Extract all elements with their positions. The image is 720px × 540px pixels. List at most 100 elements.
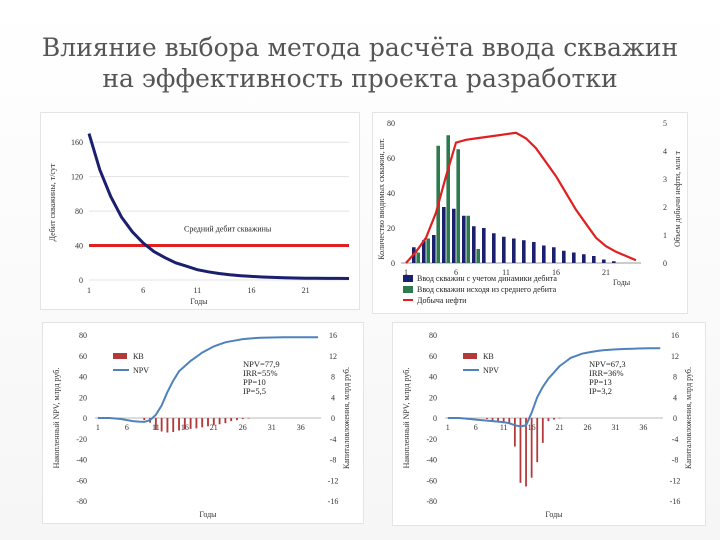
kv-bar xyxy=(212,418,215,426)
slide-title-line-1: Влияние выбора метода расчёта ввода сква… xyxy=(41,33,679,62)
bar-dynamic-rate xyxy=(582,254,586,263)
kv-bar xyxy=(241,418,244,420)
y-right-axis-label: Объем добычи нефти, млн т xyxy=(673,151,682,247)
y-left-tick-label: 80 xyxy=(387,119,395,128)
bar-dynamic-rate xyxy=(432,235,436,263)
y-right-tick-label: 8 xyxy=(673,373,677,382)
y-left-tick-label: 40 xyxy=(429,373,437,382)
y-left-tick-label: 40 xyxy=(79,373,87,382)
bar-dynamic-rate xyxy=(532,242,536,263)
y-right-tick-label: -4 xyxy=(330,435,337,444)
y-right-tick-label: 1 xyxy=(663,231,667,240)
kv-bar xyxy=(547,418,550,422)
y-left-tick-label: 0 xyxy=(433,414,437,423)
bar-dynamic-rate xyxy=(602,259,606,263)
kv-bar xyxy=(508,418,511,425)
legend-swatch-kv xyxy=(113,353,127,359)
y-left-tick-label: 40 xyxy=(387,189,395,198)
y-right-tick-label: 4 xyxy=(663,147,667,156)
x-tick-label: 21 xyxy=(556,423,564,432)
y-right-tick-label: -4 xyxy=(672,435,679,444)
kv-bar xyxy=(236,418,238,421)
y-left-tick-label: 60 xyxy=(429,352,437,361)
metric-annotation: IRR=36% xyxy=(589,368,624,378)
legend-swatch-kv xyxy=(463,353,477,359)
x-tick-label: 36 xyxy=(639,423,647,432)
y-right-tick-label: -16 xyxy=(670,497,681,506)
y-left-axis-label: Накопленный NPV, млрд руб. xyxy=(52,368,61,469)
econ-b-chart-panel: -80 -60 -40 -20 0 20 40 60 80 -16 -12 -8 -4 0 4 8 12 16 1 6… xyxy=(392,322,706,526)
kv-bar xyxy=(502,418,505,424)
y-left-tick-label: 20 xyxy=(79,393,87,402)
y-right-tick-label: -12 xyxy=(328,476,339,485)
x-tick-label: 1 xyxy=(404,268,408,277)
y-right-tick-label: -8 xyxy=(330,456,337,465)
x-tick-label: 21 xyxy=(602,268,610,277)
bar-dynamic-rate xyxy=(562,250,566,263)
kv-bar xyxy=(491,418,494,421)
y-right-tick-label: 8 xyxy=(331,373,335,382)
kv-bar xyxy=(486,418,488,420)
bar-dynamic-rate xyxy=(502,236,506,263)
x-axis-label: Годы xyxy=(545,510,563,519)
legend-label-kv: КВ xyxy=(483,352,494,361)
legend-swatch-average xyxy=(403,286,413,293)
x-tick-label: 1 xyxy=(87,286,91,295)
y-left-axis-label: Количество вводимых скважин, шт. xyxy=(377,138,386,260)
metric-annotation: PP=13 xyxy=(589,377,612,387)
x-axis-label: Годы xyxy=(613,278,631,287)
kv-bar xyxy=(536,418,539,463)
bar-dynamic-rate xyxy=(572,252,576,263)
y-right-axis-label: Капиталовложения, млрд руб. xyxy=(684,367,693,469)
y-tick-label: 80 xyxy=(75,207,83,216)
bar-dynamic-rate xyxy=(552,247,556,263)
kv-bar xyxy=(143,418,146,421)
kv-bar xyxy=(497,418,499,422)
y-left-tick-label: -60 xyxy=(76,476,87,485)
kv-bar xyxy=(160,418,163,432)
x-tick-label: 6 xyxy=(474,423,478,432)
production-line xyxy=(405,131,637,264)
kv-bar xyxy=(195,418,198,429)
npv-line xyxy=(97,336,319,423)
kv-bar xyxy=(525,418,527,487)
legend-label-npv: NPV xyxy=(483,366,499,375)
y-right-axis-label: Капиталовложения, млрд руб. xyxy=(342,367,351,469)
y-right-tick-label: 0 xyxy=(673,414,677,423)
y-tick-label: 40 xyxy=(75,242,83,251)
y-left-tick-label: -80 xyxy=(426,497,437,506)
y-right-tick-label: 2 xyxy=(663,203,667,212)
metric-annotation: NPV=67,3 xyxy=(589,359,626,369)
x-tick-label: 26 xyxy=(584,423,592,432)
x-tick-label: 21 xyxy=(302,286,310,295)
y-left-tick-label: -40 xyxy=(76,456,87,465)
y-right-tick-label: 0 xyxy=(331,414,335,423)
y-left-tick-label: 0 xyxy=(83,414,87,423)
y-left-tick-label: -80 xyxy=(76,497,87,506)
bar-average-rate xyxy=(446,135,450,263)
bar-dynamic-rate xyxy=(512,238,516,263)
wells-chart-panel: 0 20 40 60 80 0 1 2 3 4 5 1 6 11 16 21 Количество вводим… xyxy=(372,112,688,314)
rate-chart-panel: 0 40 80 120 160 1 6 11 16 21 Годы Дебит скважины, т… xyxy=(40,112,360,310)
y-left-axis-label: Накопленный NPV, млрд руб. xyxy=(402,368,411,469)
kv-bar xyxy=(519,418,522,483)
legend-label-npv: NPV xyxy=(133,366,149,375)
bar-average-rate xyxy=(466,215,470,263)
bar-dynamic-rate xyxy=(462,215,466,263)
y-left-tick-label: 0 xyxy=(391,259,395,268)
npv-line xyxy=(447,347,661,428)
kv-bar xyxy=(541,418,544,443)
x-tick-label: 31 xyxy=(611,423,619,432)
x-tick-label: 1 xyxy=(446,423,450,432)
x-tick-label: 16 xyxy=(248,286,256,295)
rate-decline-line xyxy=(87,133,350,280)
y-left-tick-label: -60 xyxy=(426,476,437,485)
bar-dynamic-rate xyxy=(472,226,476,263)
y-tick-label: 160 xyxy=(71,138,83,147)
bar-dynamic-rate xyxy=(612,261,616,263)
legend-label-kv: КВ xyxy=(133,352,144,361)
